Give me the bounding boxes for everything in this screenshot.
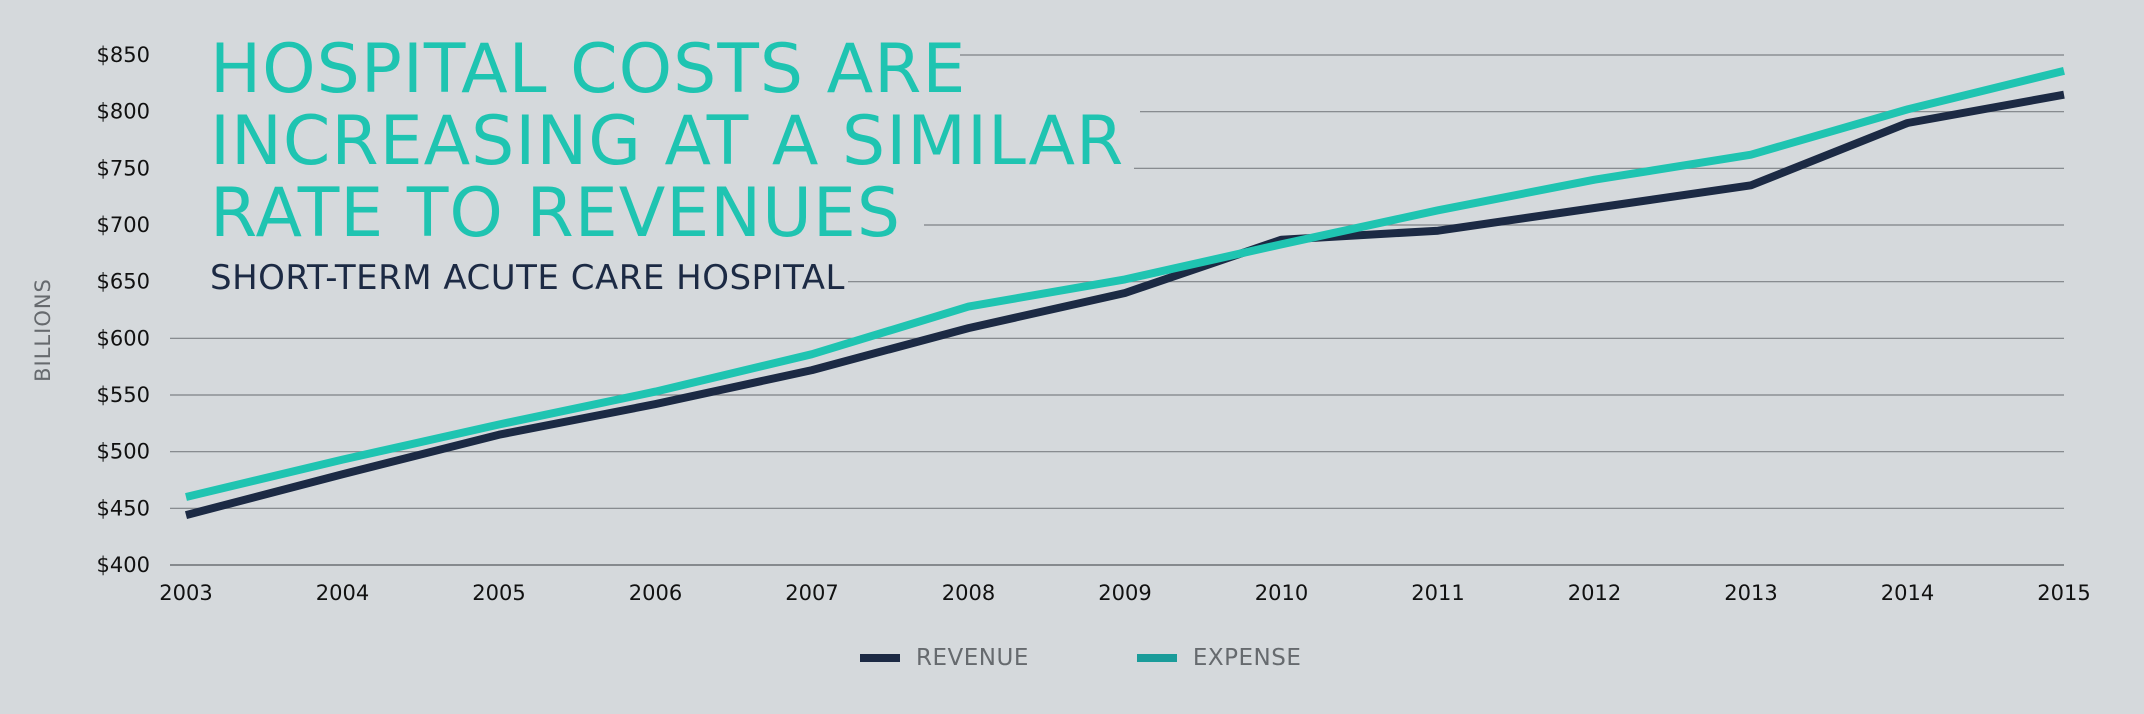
series-layer (184, 67, 2065, 519)
x-tick-label: 2005 (472, 581, 525, 605)
y-tick-label: $800 (97, 100, 150, 124)
y-tick-label: $600 (97, 326, 150, 350)
y-tick-label: $450 (97, 496, 150, 520)
legend-item-revenue: REVENUE (860, 645, 1029, 671)
chart-title-line-1: HOSPITAL COSTS ARE (210, 30, 967, 109)
x-tick-layer: 2003 2004 2005 2006 2007 2008 2009 2010 2011 2012… (159, 581, 2090, 605)
legend: REVENUE EXPENSE (860, 645, 1409, 671)
x-tick-label: 2006 (629, 581, 682, 605)
x-tick-label: 2008 (942, 581, 995, 605)
x-tick-label: 2015 (2037, 581, 2090, 605)
legend-label-revenue: REVENUE (916, 645, 1029, 671)
x-tick-label: 2011 (1411, 581, 1464, 605)
grid-layer (170, 54, 2064, 566)
chart-title-line-2: INCREASING AT A SIMILAR (210, 102, 1125, 181)
y-tick-label: $650 (97, 270, 150, 294)
chart-title-line-3: RATE TO REVENUES (210, 174, 901, 253)
y-tick-label: $400 (97, 553, 150, 577)
x-tick-label: 2010 (1255, 581, 1308, 605)
legend-item-expense: EXPENSE (1136, 645, 1302, 671)
x-tick-label: 2007 (785, 581, 838, 605)
series-line-revenue (184, 90, 2065, 519)
legend-swatch-expense (1136, 654, 1177, 662)
y-tick-label: $750 (97, 156, 150, 180)
x-tick-label: 2004 (316, 581, 369, 605)
x-tick-label: 2009 (1098, 581, 1151, 605)
x-tick-label: 2014 (1881, 581, 1934, 605)
series-line-expense (185, 67, 2065, 501)
y-tick-label: $700 (97, 213, 150, 237)
y-tick-layer: $400 $450 $500 $550 $600 $650 $700 $750 $800 $850 (97, 43, 150, 577)
y-tick-label: $500 (97, 440, 150, 464)
y-axis-label: BILLIONS (31, 278, 55, 382)
title-block: HOSPITAL COSTS ARE INCREASING AT A SIMIL… (210, 30, 1125, 299)
x-tick-label: 2012 (1568, 581, 1621, 605)
x-tick-label: 2013 (1724, 581, 1777, 605)
y-tick-label: $550 (97, 383, 150, 407)
legend-swatch-revenue (860, 654, 900, 662)
chart-subtitle: SHORT-TERM ACUTE CARE HOSPITAL (210, 258, 845, 298)
y-tick-label: $850 (97, 43, 150, 67)
legend-label-expense: EXPENSE (1192, 645, 1302, 671)
x-tick-label: 2003 (159, 581, 212, 605)
